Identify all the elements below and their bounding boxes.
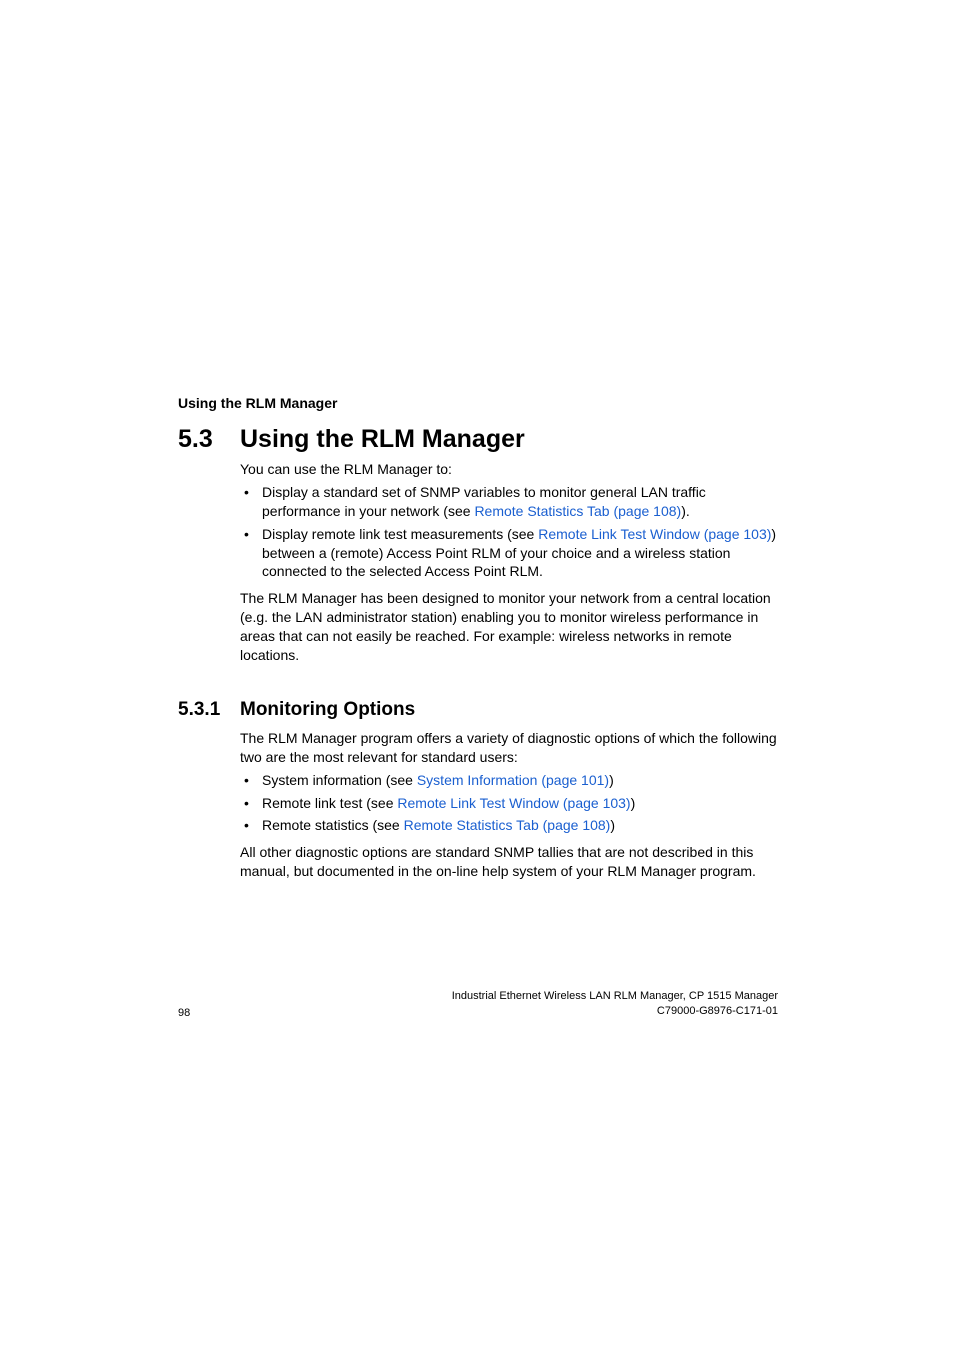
subsection-paragraph: All other diagnostic options are standar… — [240, 843, 778, 881]
bullet-text-pre: Remote statistics (see — [262, 817, 404, 833]
list-item: Remote statistics (see Remote Statistics… — [240, 816, 778, 835]
page-number: 98 — [178, 1007, 190, 1019]
xref-link[interactable]: Remote Statistics Tab (page 108) — [404, 817, 611, 833]
bullet-text-pre: Display remote link test measurements (s… — [262, 526, 538, 542]
footer-line2: C79000-G8976-C171-01 — [452, 1004, 778, 1019]
section-number: 5.3 — [178, 425, 240, 454]
footer-doc-info: Industrial Ethernet Wireless LAN RLM Man… — [452, 989, 778, 1019]
section-heading: 5.3 Using the RLM Manager — [178, 425, 778, 454]
xref-link[interactable]: System Information (page 101) — [417, 772, 609, 788]
list-item: System information (see System Informati… — [240, 771, 778, 790]
xref-link[interactable]: Remote Link Test Window (page 103) — [397, 795, 630, 811]
running-header: Using the RLM Manager — [178, 395, 778, 411]
section-bullets: Display a standard set of SNMP variables… — [240, 483, 778, 581]
bullet-text-post: ). — [681, 503, 690, 519]
page-content: Using the RLM Manager 5.3 Using the RLM … — [178, 395, 778, 885]
section-paragraph: The RLM Manager has been designed to mon… — [240, 589, 778, 665]
bullet-text-post: ) — [631, 795, 636, 811]
list-item: Display a standard set of SNMP variables… — [240, 483, 778, 521]
bullet-text-post: ) — [610, 817, 615, 833]
subsection-intro: The RLM Manager program offers a variety… — [240, 729, 778, 767]
page-footer: 98 Industrial Ethernet Wireless LAN RLM … — [178, 989, 778, 1019]
list-item: Display remote link test measurements (s… — [240, 525, 778, 582]
subsection-bullets: System information (see System Informati… — [240, 771, 778, 836]
bullet-text-post: ) — [609, 772, 614, 788]
footer-line1: Industrial Ethernet Wireless LAN RLM Man… — [452, 989, 778, 1004]
section-intro: You can use the RLM Manager to: — [240, 460, 778, 479]
subsection-number: 5.3.1 — [178, 699, 240, 721]
bullet-text-pre: Remote link test (see — [262, 795, 397, 811]
xref-link[interactable]: Remote Statistics Tab (page 108) — [474, 503, 681, 519]
list-item: Remote link test (see Remote Link Test W… — [240, 794, 778, 813]
section-title: Using the RLM Manager — [240, 425, 525, 454]
xref-link[interactable]: Remote Link Test Window (page 103) — [538, 526, 771, 542]
subsection-title: Monitoring Options — [240, 699, 415, 721]
subsection-body: The RLM Manager program offers a variety… — [240, 729, 778, 881]
subsection-heading: 5.3.1 Monitoring Options — [178, 699, 778, 721]
section-body: You can use the RLM Manager to: Display … — [240, 460, 778, 665]
bullet-text-pre: System information (see — [262, 772, 417, 788]
